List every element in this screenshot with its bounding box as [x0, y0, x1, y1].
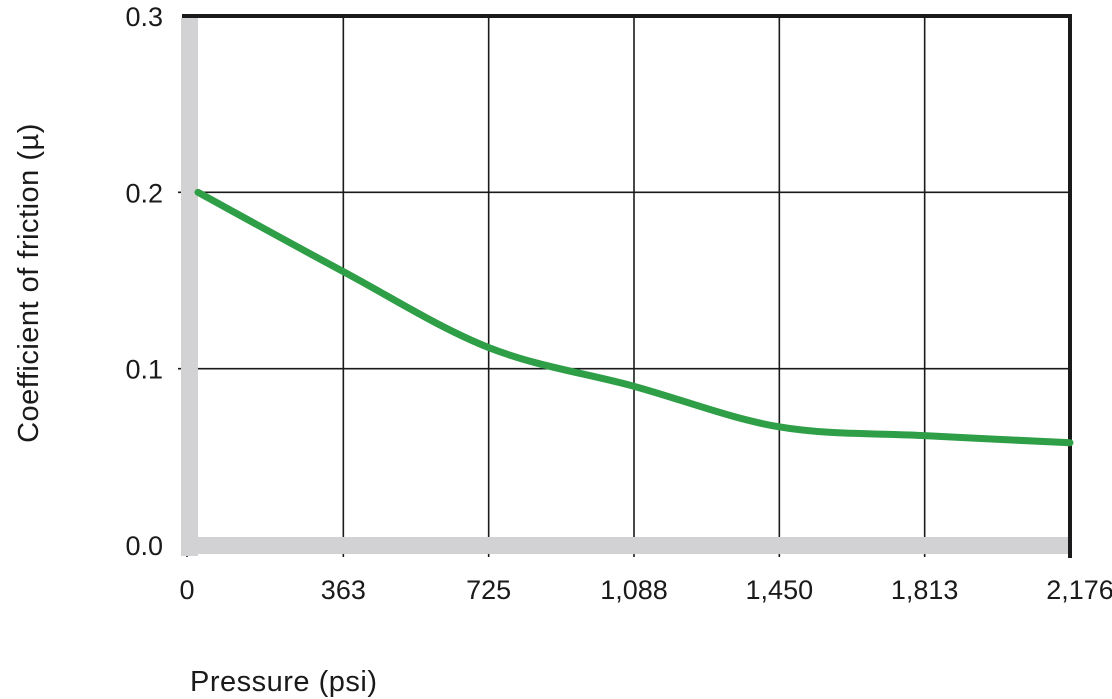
y-tick-label: 0.1 — [125, 355, 163, 385]
y-tick-label: 0.3 — [125, 2, 163, 32]
y-tick-label: 0.0 — [125, 531, 163, 561]
x-tick-label: 363 — [321, 575, 366, 605]
x-tick-label: 0 — [179, 575, 194, 605]
y-axis-title: Coefficient of friction (µ) — [13, 123, 45, 443]
x-tick-label: 1,450 — [746, 575, 814, 605]
x-axis-ticks: 0 363 725 1,088 1,450 1,813 2,176 — [179, 575, 1112, 605]
x-axis-bar — [181, 537, 1068, 554]
x-axis-title: Pressure (psi) — [190, 666, 378, 698]
grid-lines — [178, 16, 1070, 557]
y-axis-ticks: 0.0 0.1 0.2 0.3 — [125, 2, 163, 561]
friction-curve — [194, 188, 1074, 447]
x-tick-label: 725 — [466, 575, 511, 605]
y-tick-label: 0.2 — [125, 178, 163, 208]
y-axis-bar — [181, 18, 198, 556]
x-tick-label: 1,088 — [600, 575, 668, 605]
x-tick-label: 1,813 — [891, 575, 959, 605]
axes — [181, 14, 1072, 558]
x-tick-label: 2,176 — [1046, 575, 1112, 605]
